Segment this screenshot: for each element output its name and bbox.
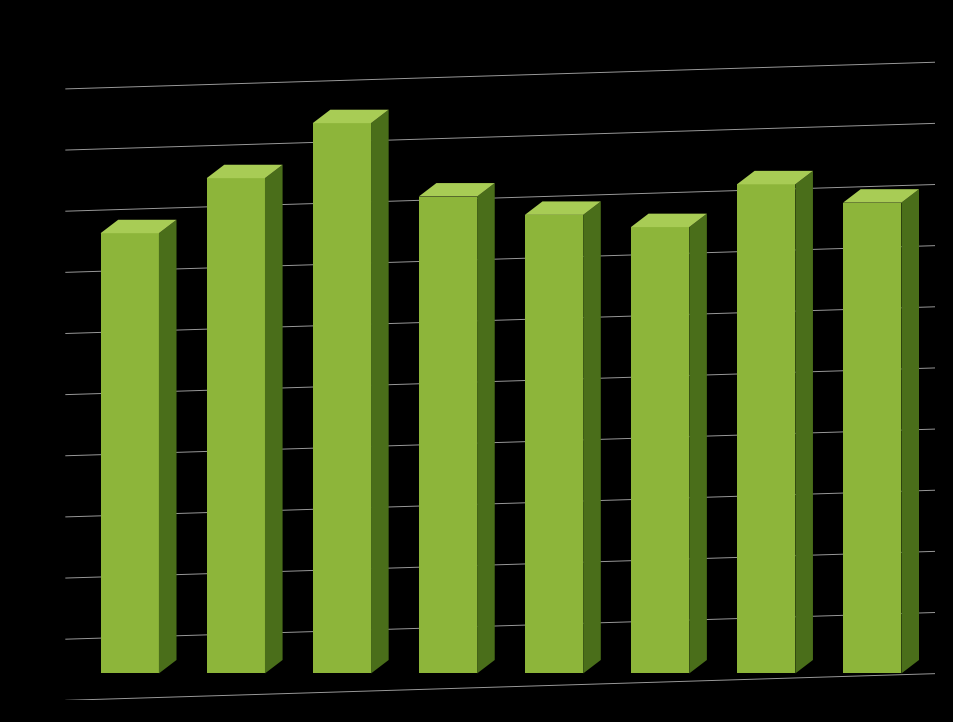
- Polygon shape: [418, 183, 495, 196]
- Polygon shape: [630, 214, 706, 227]
- Polygon shape: [313, 123, 371, 674]
- Polygon shape: [418, 196, 476, 674]
- Polygon shape: [737, 184, 795, 674]
- Polygon shape: [313, 110, 388, 123]
- Polygon shape: [582, 201, 600, 674]
- Polygon shape: [100, 233, 159, 674]
- Polygon shape: [371, 110, 388, 674]
- Polygon shape: [795, 171, 812, 674]
- Polygon shape: [688, 214, 706, 674]
- Polygon shape: [842, 189, 918, 203]
- Polygon shape: [265, 165, 282, 674]
- Polygon shape: [630, 227, 688, 674]
- Polygon shape: [524, 215, 582, 674]
- Polygon shape: [476, 183, 495, 674]
- Polygon shape: [207, 178, 265, 674]
- Polygon shape: [159, 219, 176, 674]
- Polygon shape: [901, 189, 918, 674]
- Polygon shape: [207, 165, 282, 178]
- Polygon shape: [737, 171, 812, 184]
- Polygon shape: [524, 201, 600, 215]
- Polygon shape: [100, 219, 176, 233]
- Polygon shape: [842, 203, 901, 674]
